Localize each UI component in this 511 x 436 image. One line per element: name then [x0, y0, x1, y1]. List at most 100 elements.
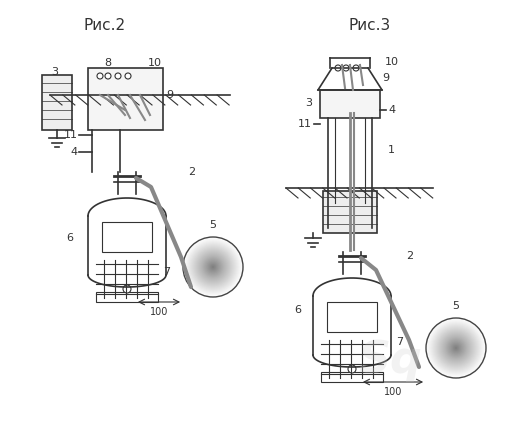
- Circle shape: [443, 335, 469, 361]
- Circle shape: [186, 240, 240, 294]
- Bar: [323, 191, 377, 233]
- Circle shape: [445, 337, 467, 359]
- Circle shape: [115, 73, 121, 79]
- Circle shape: [212, 266, 214, 268]
- Circle shape: [432, 324, 480, 372]
- Text: 1: 1: [388, 145, 395, 155]
- Circle shape: [452, 344, 460, 352]
- Circle shape: [438, 330, 474, 366]
- Circle shape: [193, 247, 233, 287]
- Circle shape: [437, 329, 475, 367]
- Circle shape: [447, 339, 465, 357]
- Circle shape: [198, 252, 228, 282]
- Circle shape: [196, 250, 230, 284]
- Circle shape: [441, 333, 471, 363]
- Circle shape: [194, 248, 232, 286]
- Text: 2: 2: [189, 167, 196, 177]
- Circle shape: [185, 239, 241, 295]
- Text: 9: 9: [382, 73, 389, 83]
- Circle shape: [440, 332, 472, 364]
- Circle shape: [451, 343, 461, 353]
- Text: 11: 11: [298, 119, 312, 129]
- Circle shape: [202, 256, 224, 278]
- Circle shape: [434, 326, 478, 370]
- Circle shape: [203, 257, 223, 277]
- Circle shape: [189, 243, 237, 291]
- Circle shape: [208, 262, 218, 272]
- Bar: [42, 75, 72, 130]
- Circle shape: [123, 285, 131, 293]
- Circle shape: [184, 238, 242, 296]
- Bar: [320, 90, 380, 118]
- Circle shape: [97, 73, 103, 79]
- Circle shape: [197, 251, 229, 283]
- Circle shape: [435, 327, 477, 369]
- Circle shape: [450, 342, 462, 354]
- Circle shape: [190, 244, 236, 290]
- Circle shape: [183, 237, 243, 297]
- Text: 6: 6: [294, 305, 301, 315]
- Circle shape: [446, 338, 466, 358]
- Text: 3: 3: [52, 67, 58, 77]
- Circle shape: [211, 265, 215, 269]
- Text: 5: 5: [453, 301, 459, 311]
- Circle shape: [201, 255, 225, 279]
- Circle shape: [442, 334, 470, 362]
- Circle shape: [200, 254, 226, 280]
- Circle shape: [187, 241, 239, 293]
- Circle shape: [195, 249, 231, 285]
- Text: 9: 9: [167, 90, 174, 100]
- Circle shape: [210, 264, 216, 270]
- Text: 4: 4: [71, 147, 78, 157]
- Text: 4: 4: [388, 105, 395, 115]
- Circle shape: [453, 345, 459, 351]
- Circle shape: [455, 347, 457, 349]
- Circle shape: [454, 346, 458, 350]
- Circle shape: [206, 260, 220, 274]
- Circle shape: [335, 65, 341, 71]
- Circle shape: [449, 341, 463, 355]
- Circle shape: [426, 318, 486, 378]
- Text: 11: 11: [64, 130, 78, 140]
- Circle shape: [353, 65, 359, 71]
- Circle shape: [105, 73, 111, 79]
- Circle shape: [436, 328, 476, 368]
- Text: 10: 10: [385, 57, 399, 67]
- Circle shape: [427, 319, 485, 377]
- Circle shape: [343, 65, 349, 71]
- Circle shape: [444, 336, 468, 360]
- Circle shape: [431, 323, 481, 373]
- Circle shape: [188, 242, 238, 292]
- Circle shape: [448, 340, 464, 356]
- Text: 7: 7: [397, 337, 404, 347]
- Bar: [96, 292, 158, 302]
- Circle shape: [209, 263, 217, 271]
- Circle shape: [204, 258, 222, 276]
- Circle shape: [191, 245, 235, 289]
- Text: 5: 5: [210, 220, 217, 230]
- Circle shape: [429, 321, 483, 375]
- Circle shape: [205, 259, 221, 275]
- Circle shape: [125, 73, 131, 79]
- Text: 100: 100: [384, 387, 402, 397]
- Text: 6: 6: [66, 233, 74, 243]
- Circle shape: [207, 261, 219, 273]
- Bar: [102, 222, 152, 252]
- Circle shape: [433, 325, 479, 371]
- Text: Рис.2: Рис.2: [84, 18, 126, 33]
- Text: 10: 10: [148, 58, 162, 68]
- Text: 3: 3: [305, 98, 312, 108]
- Bar: [321, 372, 383, 382]
- Bar: [88, 68, 163, 130]
- Circle shape: [428, 320, 484, 376]
- Circle shape: [199, 253, 227, 281]
- Text: Sq: Sq: [358, 338, 422, 382]
- Text: 2: 2: [406, 251, 413, 261]
- Bar: [327, 302, 377, 332]
- Circle shape: [348, 365, 356, 373]
- Text: Рис.3: Рис.3: [349, 18, 391, 33]
- Circle shape: [192, 246, 234, 288]
- Text: 8: 8: [104, 58, 111, 68]
- Text: 100: 100: [150, 307, 168, 317]
- Text: 7: 7: [164, 267, 171, 277]
